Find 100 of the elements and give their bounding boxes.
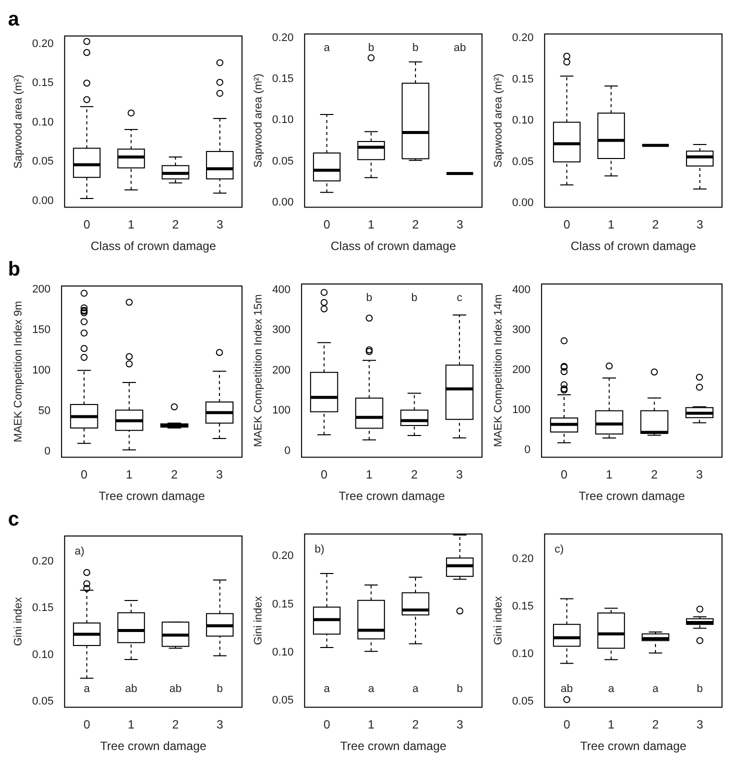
y-tick-label: 0.15: [512, 73, 534, 86]
y-tick-label: 0: [284, 444, 291, 457]
x-tick-label: 0: [83, 718, 90, 732]
annotation: a: [608, 683, 616, 696]
x-tick-label: 0: [563, 718, 570, 732]
y-tick-label: 0.05: [512, 696, 534, 708]
annotation: a: [412, 683, 420, 696]
y-tick-label: 0.05: [32, 156, 54, 168]
y-axis-title: MAEK Competition Index 9m: [12, 300, 25, 442]
x-tick-label: 0: [83, 218, 90, 232]
y-axis-title: Gini index: [252, 596, 265, 646]
y-tick-label: 0.05: [32, 696, 54, 708]
y-tick-label: 50: [38, 404, 51, 417]
y-tick-label: 0.05: [272, 694, 294, 706]
x-tick-label: 3: [696, 218, 704, 232]
x-tick-label: 3: [456, 218, 464, 232]
x-tick-label: 3: [216, 718, 224, 732]
text: c): [554, 544, 564, 556]
y-tick-label: 0: [524, 444, 531, 456]
annotation: b: [412, 42, 419, 54]
y-tick-label: 0.15: [272, 598, 294, 610]
y-tick-label: 200: [32, 283, 51, 296]
y-tick-label: 400: [272, 284, 291, 296]
x-axis-title: Tree crown damage: [580, 739, 687, 754]
x-tick-label: 0: [320, 468, 328, 482]
x-tick-label: 0: [560, 468, 568, 482]
y-axis-title: MAEK Competitition Index 15m: [252, 294, 265, 448]
y-tick-label: 200: [272, 364, 291, 376]
annotation: b: [216, 683, 223, 696]
x-tick-label: 1: [128, 718, 135, 732]
annotation: b: [411, 292, 418, 304]
y-tick-label: 0.10: [32, 648, 54, 661]
x-tick-label: 1: [368, 718, 375, 732]
x-tick-label: 3: [696, 468, 704, 482]
y-tick-label: 0.15: [32, 602, 54, 614]
x-tick-label: 1: [366, 468, 373, 482]
y-tick-label: 0.00: [512, 197, 534, 210]
x-tick-label: 2: [412, 218, 420, 232]
annotation: c: [456, 292, 463, 304]
y-tick-label: 0.10: [32, 116, 54, 128]
annotation: a: [652, 683, 660, 696]
x-tick-label: 2: [412, 718, 420, 732]
y-tick-label: 150: [32, 324, 51, 336]
y-tick-label: 0.20: [512, 552, 534, 565]
y-tick-label: 0.10: [272, 114, 294, 126]
x-tick-label: 3: [456, 718, 464, 732]
x-axis-title: Tree crown damage: [578, 489, 686, 504]
x-tick-label: 2: [652, 718, 660, 732]
annotation: a: [84, 683, 91, 696]
y-tick-label: 0.05: [272, 155, 294, 168]
x-axis-title: Tree crown damage: [98, 489, 206, 504]
y-tick-label: 400: [512, 284, 531, 296]
x-tick-label: 0: [323, 218, 330, 232]
y-tick-label: 0.20: [32, 555, 54, 568]
x-tick-label: 2: [172, 718, 180, 732]
y-tick-label: 0.10: [512, 648, 534, 660]
x-tick-label: 1: [126, 468, 133, 482]
x-tick-label: 2: [172, 218, 180, 232]
y-axis-title: Sapwood area (m²): [252, 74, 265, 168]
x-tick-label: 1: [608, 218, 615, 232]
x-tick-label: 2: [170, 468, 178, 482]
text: b): [314, 544, 324, 556]
annotation: b: [366, 292, 372, 304]
x-axis-title: Class of crown damage: [570, 239, 696, 254]
x-tick-label: 1: [368, 218, 375, 232]
x-tick-label: 0: [323, 718, 330, 732]
annotation: ab: [169, 683, 182, 696]
y-tick-label: 0.20: [32, 38, 54, 50]
y-tick-label: 0.10: [512, 114, 534, 127]
annotation: b: [368, 42, 374, 54]
y-tick-label: 300: [272, 324, 291, 336]
x-tick-label: 1: [608, 718, 615, 732]
y-tick-label: 0.15: [272, 73, 294, 86]
annotation: a: [324, 42, 331, 54]
x-tick-label: 3: [456, 468, 464, 482]
y-tick-label: 200: [512, 364, 531, 376]
x-axis-title: Class of crown damage: [330, 239, 456, 254]
text: a): [74, 546, 84, 558]
x-tick-label: 0: [80, 468, 88, 482]
annotation: b: [696, 683, 703, 696]
x-axis-title: Class of crown damage: [90, 239, 216, 254]
x-tick-label: 3: [216, 218, 224, 232]
chart-title: b: [8, 258, 20, 281]
chart-title: a: [8, 8, 20, 31]
y-axis-title: Gini index: [492, 596, 505, 646]
annotation: b: [456, 683, 463, 696]
chart-title: c: [8, 508, 20, 531]
x-tick-label: 1: [606, 468, 613, 482]
y-tick-label: 0.00: [272, 196, 294, 208]
y-tick-label: 300: [512, 324, 531, 336]
y-tick-label: 0.05: [512, 156, 534, 168]
annotation: ab: [125, 683, 138, 696]
annotation: a: [368, 683, 376, 696]
x-tick-label: 1: [128, 218, 135, 232]
y-axis-title: MAEK Competitition Index 14m: [492, 294, 505, 448]
y-tick-label: 0.00: [32, 194, 54, 207]
annotation: ab: [454, 42, 466, 54]
y-tick-label: 100: [272, 404, 291, 417]
y-tick-label: 0.15: [32, 77, 54, 90]
y-tick-label: 100: [512, 404, 531, 416]
